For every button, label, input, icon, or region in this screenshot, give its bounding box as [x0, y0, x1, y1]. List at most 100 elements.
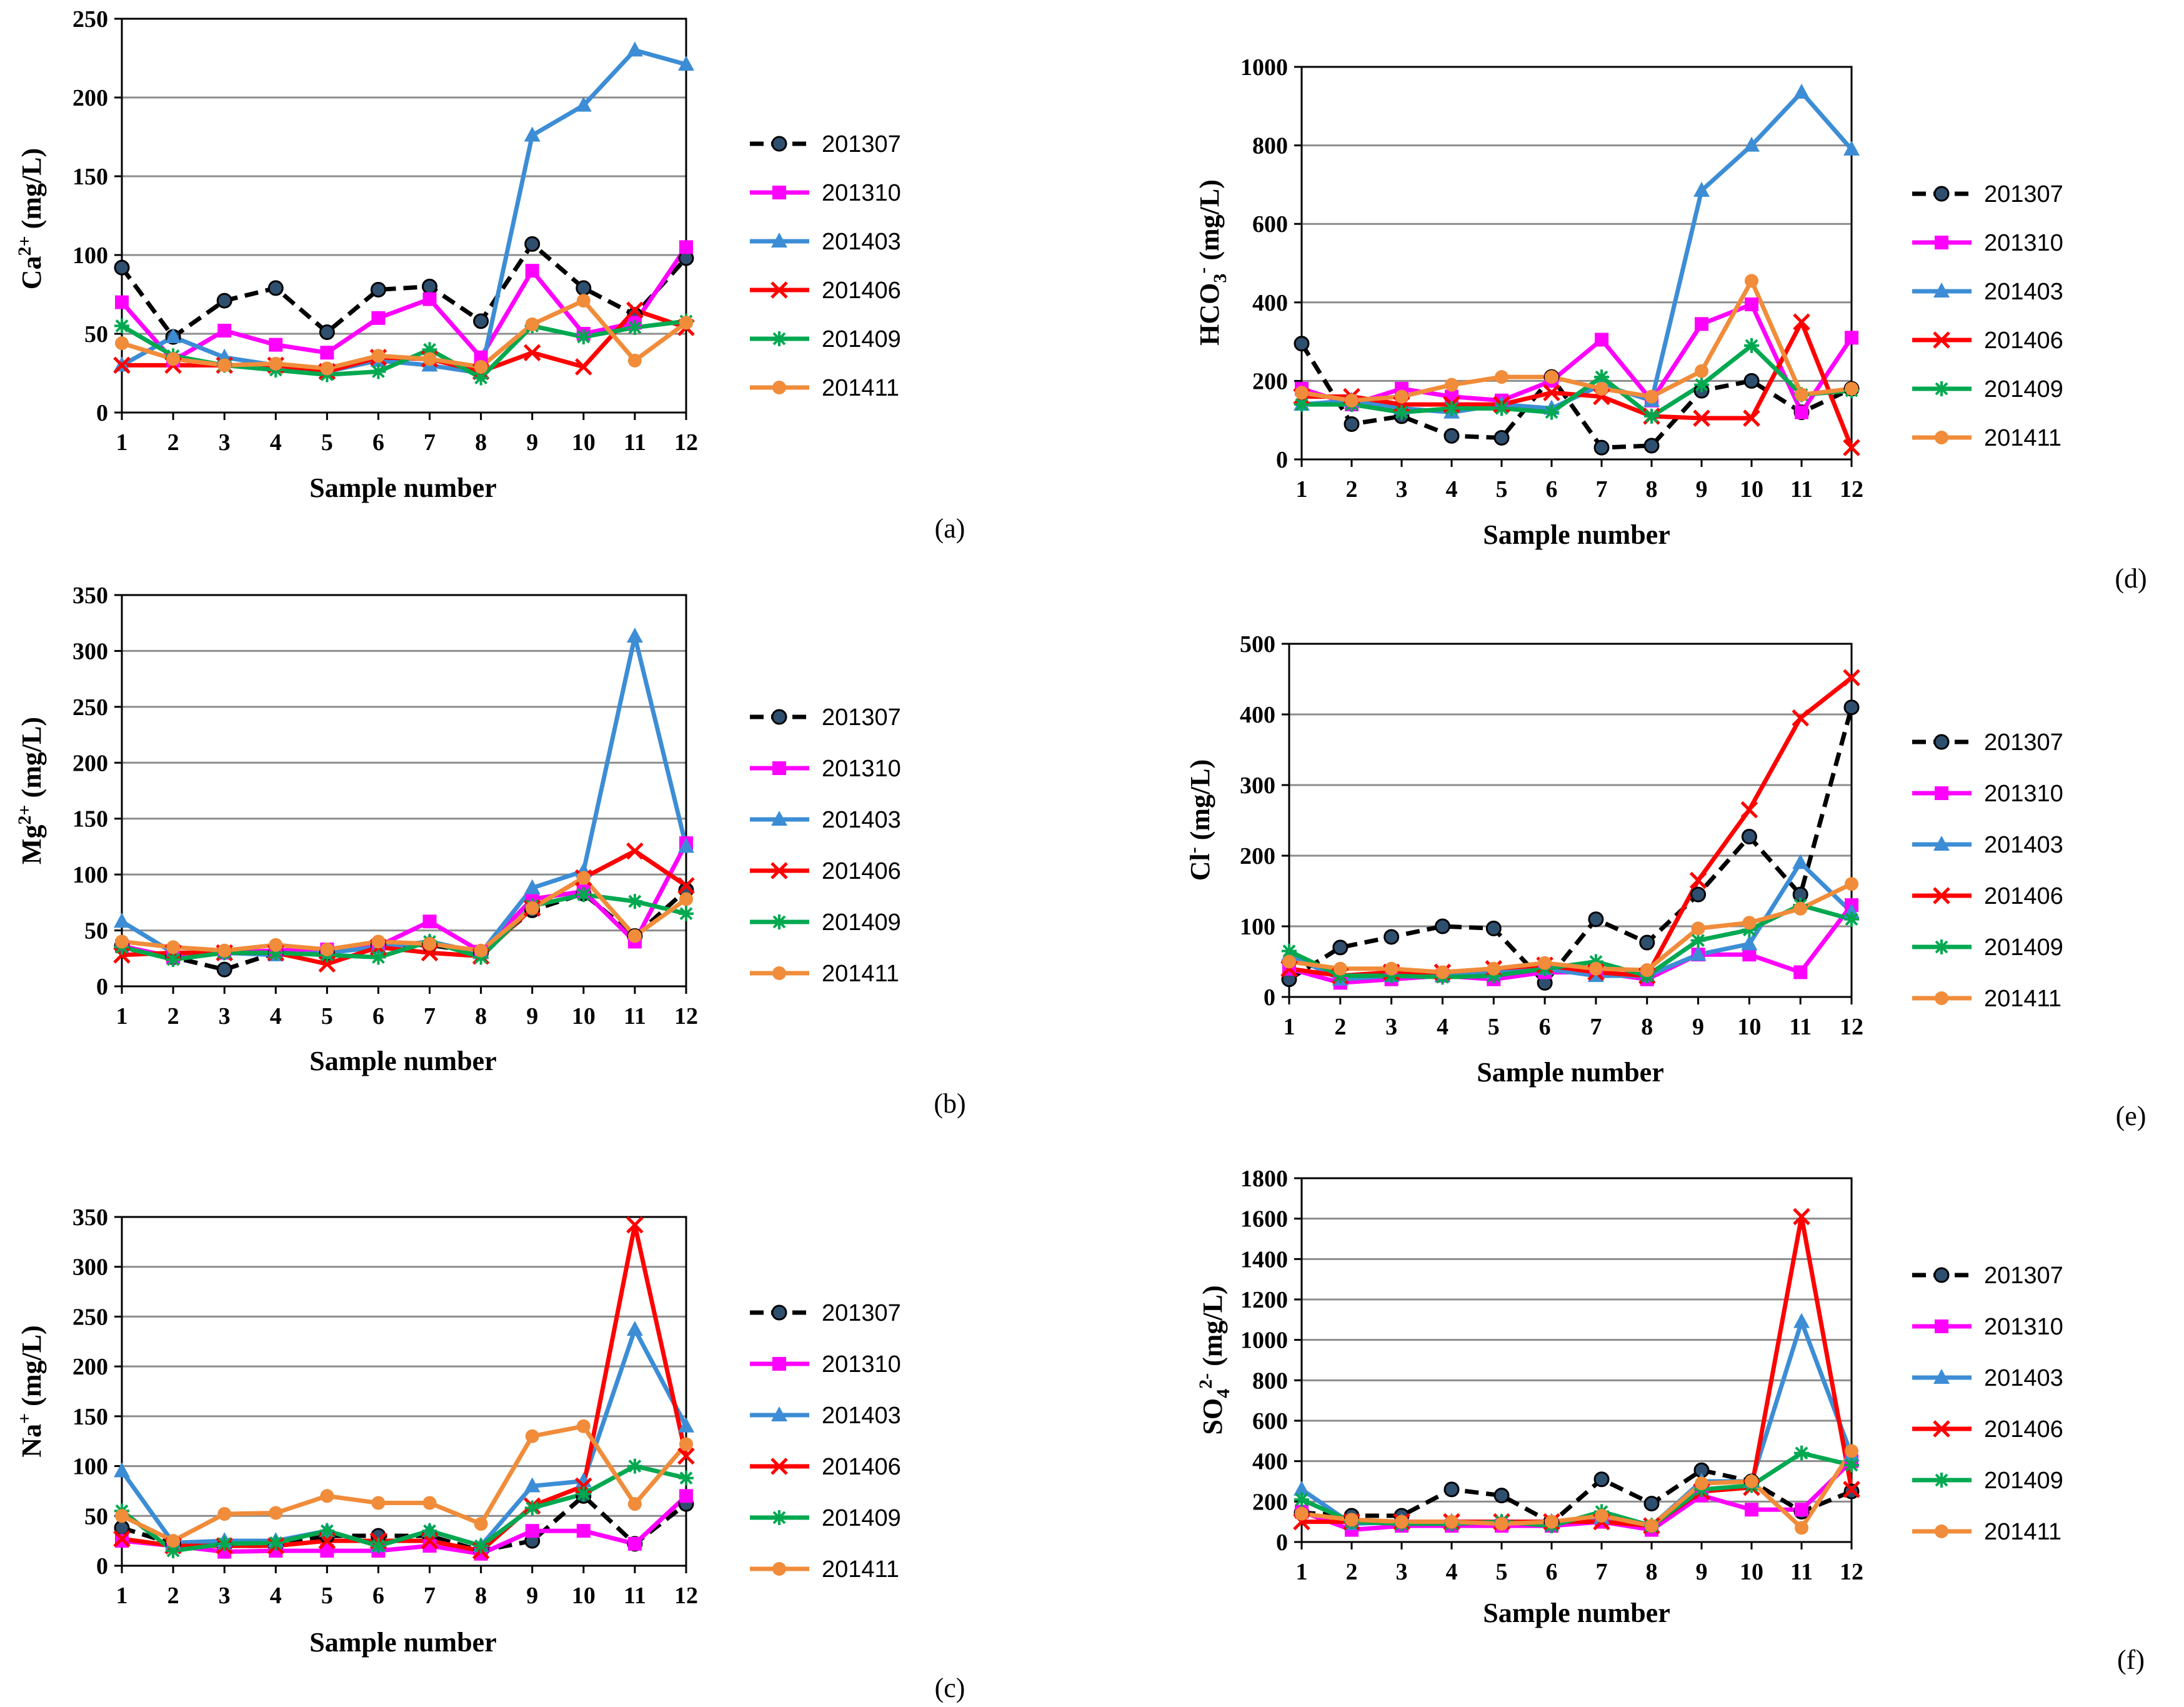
data-point-201411 [1845, 1444, 1858, 1458]
x-tick-label: 11 [624, 1003, 646, 1029]
x-tick-label: 2 [1334, 1014, 1346, 1040]
data-point-201403 [114, 1462, 130, 1478]
data-point-201411 [1691, 921, 1705, 936]
data-point-201406 [1933, 331, 1950, 349]
data-point-201411 [1695, 364, 1708, 378]
data-point-201403 [524, 1477, 541, 1493]
y-tick-label: 250 [72, 6, 108, 33]
legend-label-201411: 201411 [822, 1556, 899, 1583]
y-tick-label: 800 [1252, 1368, 1288, 1394]
data-point-201411 [1545, 1514, 1558, 1529]
data-point-201406 [1792, 709, 1809, 727]
data-point-201307 [1743, 373, 1760, 389]
y-tick-label: 400 [1240, 702, 1275, 728]
data-point-201406 [575, 358, 592, 376]
data-point-201411 [1495, 370, 1508, 384]
legend-label-201409: 201409 [822, 1505, 901, 1531]
data-point-201406 [1933, 887, 1950, 904]
data-point-201411 [627, 353, 642, 368]
data-point-201310 [772, 1357, 786, 1371]
data-point-201310 [320, 1544, 334, 1558]
series-line-201411 [1289, 882, 1853, 974]
y-tick-label: 0 [96, 974, 108, 1000]
series-line-201411 [1301, 1449, 1853, 1530]
data-point-201403 [678, 838, 694, 853]
data-point-201403 [575, 96, 592, 112]
data-point-201310 [525, 1524, 539, 1538]
data-point-201307 [1294, 336, 1310, 352]
data-point-201409 [473, 1538, 489, 1554]
x-tick-label: 6 [1539, 1014, 1551, 1040]
x-tick-label: 9 [526, 429, 538, 456]
data-point-201411 [679, 892, 693, 906]
data-point-201307 [1444, 428, 1460, 444]
data-point-201307 [267, 280, 284, 296]
data-point-201310 [772, 186, 786, 199]
x-tick-label: 5 [321, 429, 333, 456]
data-point-201411 [474, 943, 488, 958]
data-point-201411 [772, 381, 786, 394]
x-tick-label: 8 [1641, 1014, 1653, 1040]
data-point-201411 [1345, 393, 1359, 408]
data-point-201307 [1588, 911, 1604, 928]
data-point-201406 [523, 344, 541, 362]
data-point-201411 [269, 356, 283, 371]
x-tick-label: 9 [1696, 1559, 1708, 1585]
x-tick-label: 7 [1590, 1014, 1602, 1040]
x-tick-label: 7 [424, 429, 436, 456]
data-point-201411 [1395, 1514, 1409, 1529]
x-tick-label: 4 [1437, 1014, 1449, 1040]
data-point-201403 [1933, 836, 1950, 851]
legend-label-201409: 201409 [1984, 376, 2063, 403]
data-point-201409 [422, 342, 437, 358]
y-tick-label: 200 [72, 85, 108, 111]
data-point-201411 [422, 352, 437, 366]
legend-label-201409: 201409 [822, 326, 901, 353]
data-point-201406 [1693, 409, 1710, 427]
data-point-201403 [1792, 854, 1809, 869]
data-point-201411 [1793, 901, 1808, 916]
data-point-201310 [269, 338, 283, 352]
x-tick-label: 9 [1692, 1014, 1704, 1040]
legend-label-201406: 201406 [822, 278, 901, 304]
data-point-201411 [576, 1419, 591, 1433]
data-point-201411 [1445, 378, 1458, 392]
y-tick-label: 1000 [1240, 1328, 1288, 1354]
x-tick-label: 3 [1385, 1014, 1397, 1040]
legend-label-201406: 201406 [822, 1454, 901, 1480]
data-point-201307 [1434, 918, 1450, 934]
y-tick-label: 150 [72, 1404, 108, 1430]
x-tick-label: 10 [1740, 476, 1763, 503]
series-line-201307 [1288, 706, 1854, 985]
series-line-201310 [121, 1494, 688, 1556]
data-point-201307 [1643, 1496, 1660, 1512]
data-point-201411 [269, 1506, 283, 1520]
data-point-201310 [371, 311, 386, 325]
data-point-201310 [1595, 333, 1608, 347]
x-tick-label: 7 [424, 1003, 436, 1029]
plot-area [121, 1216, 687, 1567]
x-tick-label: 2 [167, 1583, 179, 1609]
x-tick-label: 10 [572, 1003, 596, 1029]
x-tick-label: 4 [1446, 476, 1458, 503]
data-point-201411 [1695, 1476, 1708, 1491]
data-point-201406 [1740, 801, 1758, 819]
data-point-201411 [1795, 1521, 1808, 1535]
data-point-201406 [113, 356, 131, 374]
data-point-201409 [1444, 401, 1459, 416]
data-point-201310 [1795, 405, 1808, 419]
plot-area [1300, 66, 1853, 461]
x-tick-label: 12 [1840, 1014, 1863, 1040]
data-point-201403 [1933, 283, 1950, 298]
data-point-201411 [1495, 1516, 1508, 1531]
y-tick-label: 400 [1252, 1449, 1288, 1475]
data-point-201411 [627, 929, 642, 943]
data-point-201406 [770, 1458, 788, 1475]
data-point-201411 [320, 361, 334, 376]
data-point-201411 [1538, 956, 1552, 970]
x-tick-label: 3 [1396, 476, 1408, 503]
plot-area [1300, 1177, 1853, 1543]
series-line-201406 [1302, 1214, 1854, 1528]
data-point-201409 [371, 949, 386, 965]
